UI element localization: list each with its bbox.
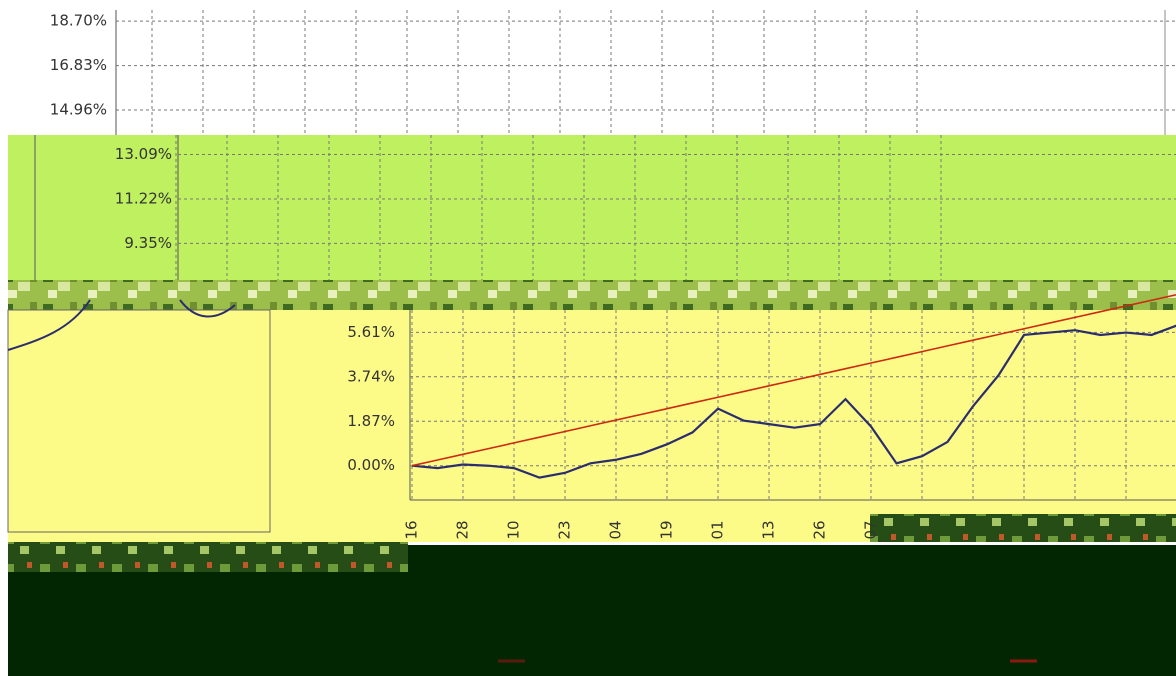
panel-white (0, 0, 1176, 135)
y-tick-label: 3.74% (347, 367, 395, 385)
y-tick-label: 18.70% (50, 12, 107, 30)
x-tick-label: 28 (454, 520, 472, 539)
series-line (411, 324, 1176, 479)
y-tick-label: 16.83% (50, 56, 107, 74)
sub-line (7, 299, 236, 351)
series-line (411, 293, 1176, 467)
x-tick-label: 01 (709, 520, 727, 539)
glitch-strip (8, 542, 408, 572)
y-tick-label: 5.61% (347, 323, 395, 341)
x-tick-label: 13 (760, 520, 778, 539)
y-tick-label: 11.22% (115, 189, 172, 207)
y-tick-label: 13.09% (115, 145, 172, 163)
panel-green (8, 135, 1176, 280)
x-tick-label: 04 (607, 520, 625, 539)
x-tick-label: 23 (556, 520, 574, 539)
x-tick-label: 10 (505, 520, 523, 539)
x-tick-label: 26 (811, 520, 829, 539)
y-tick-label: 9.35% (124, 234, 172, 252)
sub-window (7, 309, 271, 533)
y-tick-label: 1.87% (347, 412, 395, 430)
x-tick-label: 07 (862, 520, 880, 539)
glitch-strip (870, 514, 1176, 542)
y-tick-label: 14.96% (50, 101, 107, 119)
glitch-strip (8, 280, 1176, 310)
y-tick-label: 0.00% (347, 456, 395, 474)
x-tick-label: 19 (658, 520, 676, 539)
x-tick-label: 16 (403, 520, 421, 539)
